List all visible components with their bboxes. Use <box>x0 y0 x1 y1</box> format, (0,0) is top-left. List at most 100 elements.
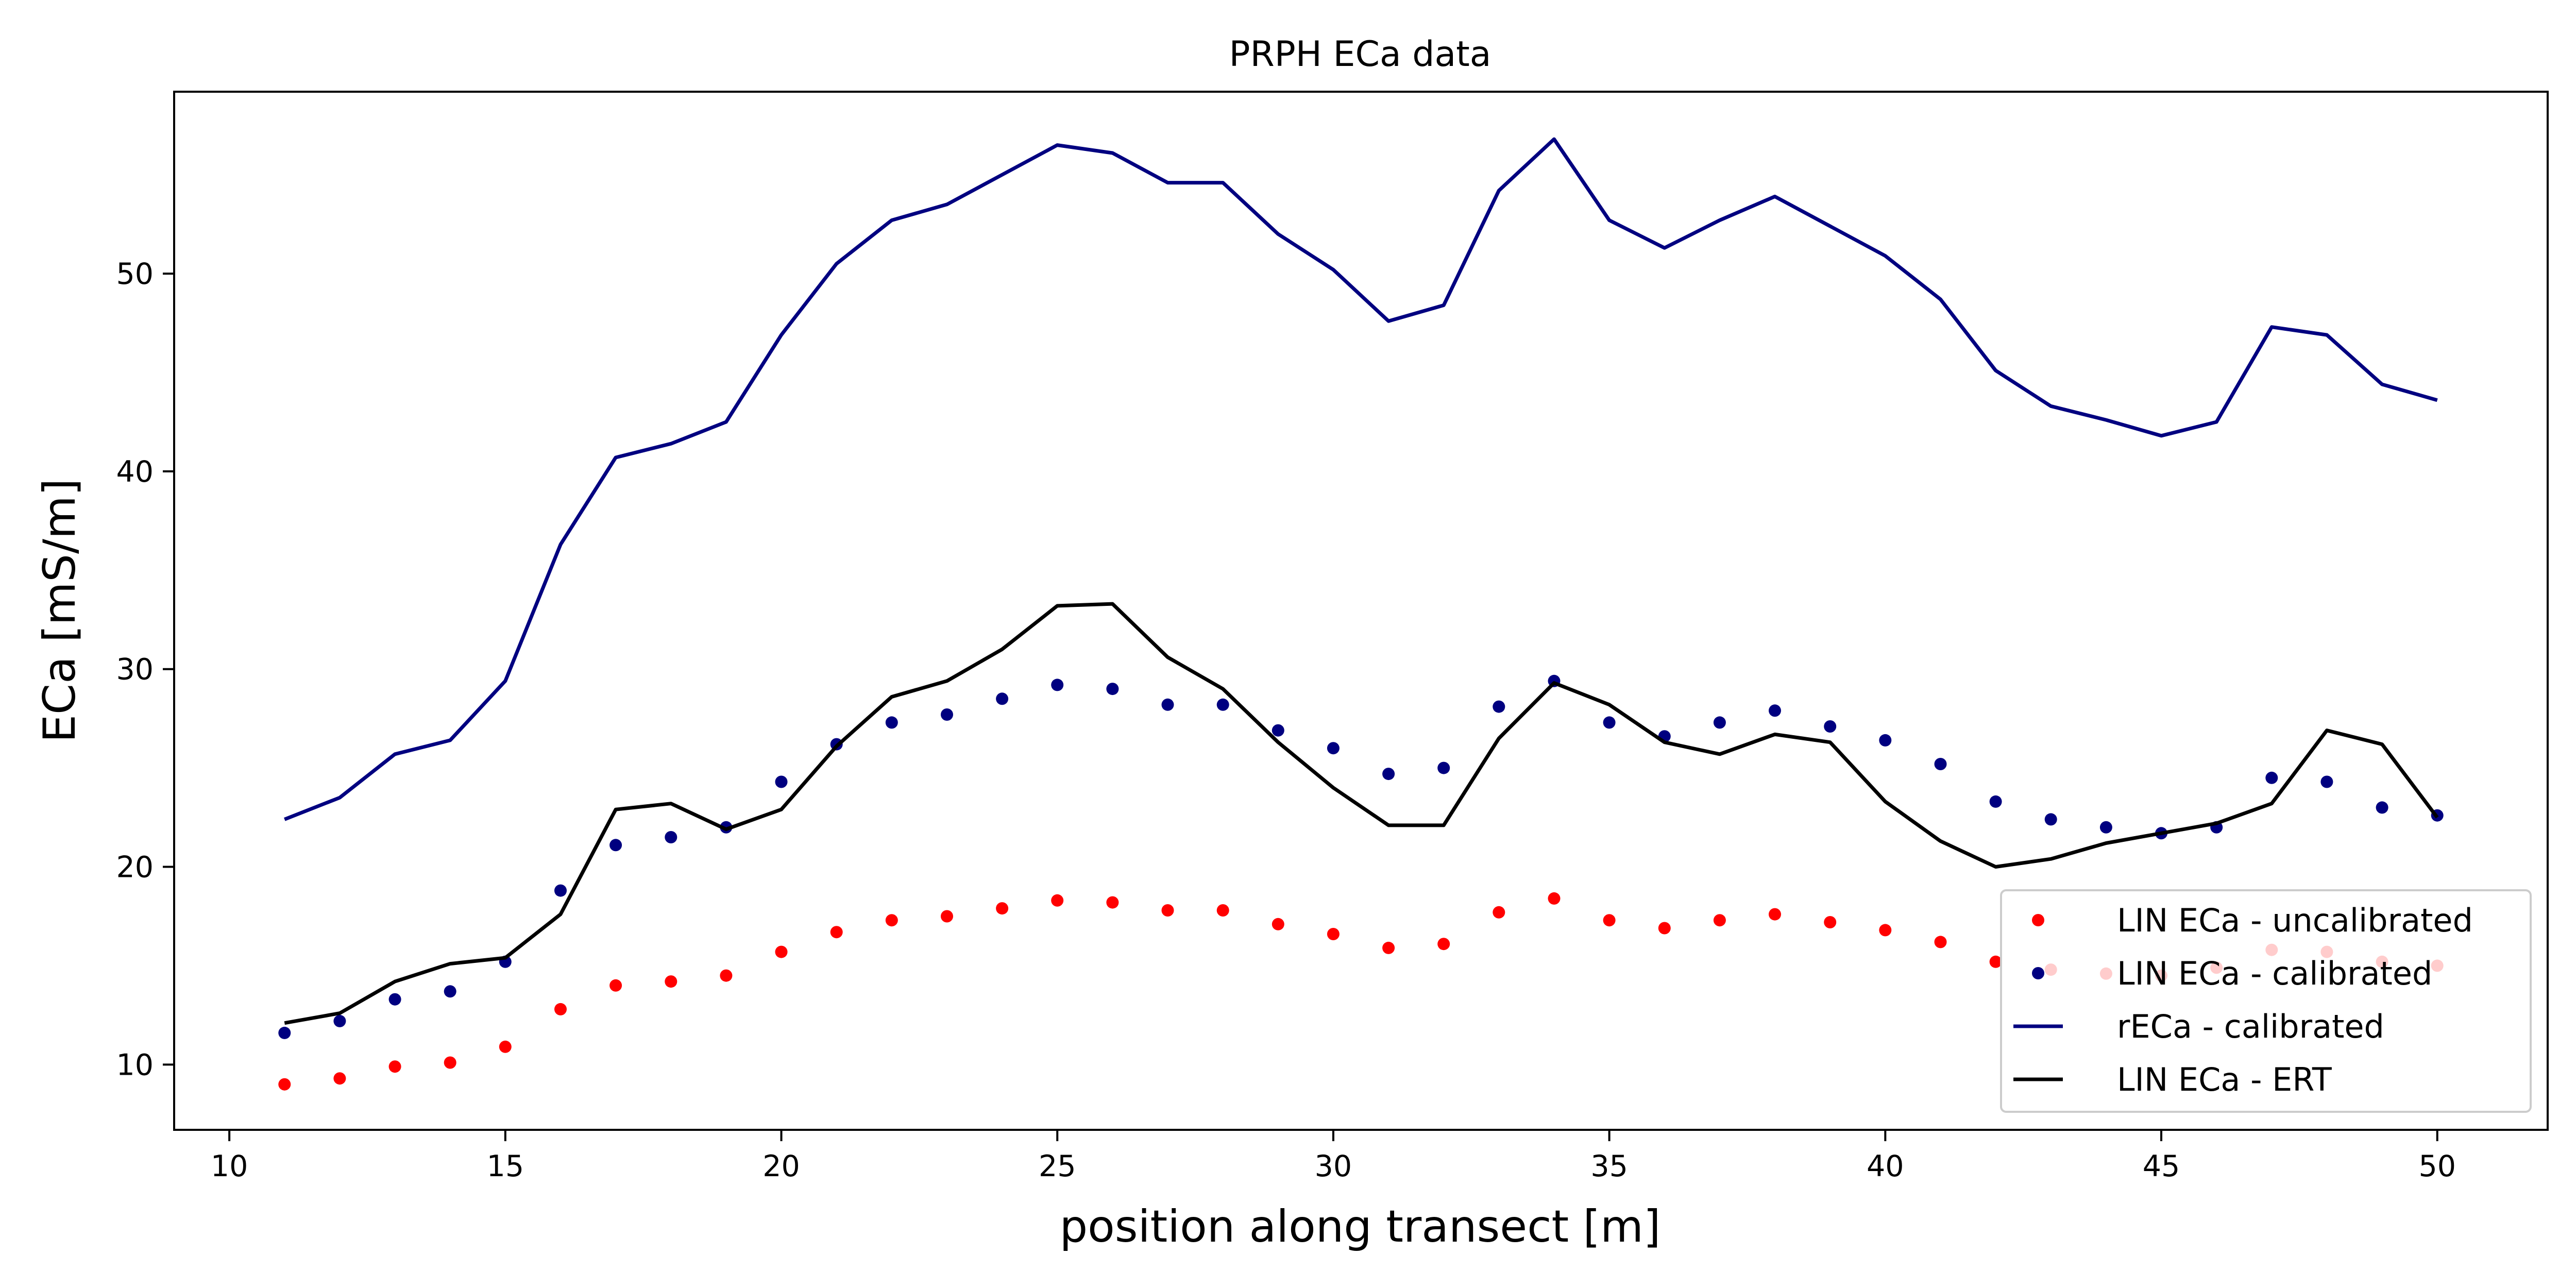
legend-label: LIN ECa - calibrated <box>2117 955 2432 992</box>
data-point <box>2099 821 2112 834</box>
data-point <box>830 926 843 939</box>
data-point <box>278 1078 291 1091</box>
plot-area <box>278 137 2444 1091</box>
data-point <box>1272 724 1284 737</box>
data-point <box>1493 700 1505 713</box>
data-point <box>2376 801 2388 814</box>
series-4 <box>284 602 2439 1025</box>
data-point <box>665 975 677 988</box>
legend-box <box>2000 889 2532 1113</box>
data-point <box>1989 795 2002 808</box>
series-3 <box>284 137 2438 821</box>
data-point <box>333 1072 346 1085</box>
data-point <box>941 910 953 923</box>
data-point <box>1769 704 1781 717</box>
y-tick-label: 10 <box>116 1048 154 1082</box>
data-point <box>1824 720 1837 733</box>
data-point <box>1216 698 1229 711</box>
x-tick-label: 50 <box>2418 1149 2456 1183</box>
data-point <box>1161 904 1174 917</box>
data-point <box>1713 914 1726 927</box>
data-point <box>1713 716 1726 729</box>
legend: LIN ECa - uncalibrated LIN ECa - calibrat… <box>2000 889 2532 1113</box>
data-point <box>499 1040 512 1053</box>
data-point <box>1216 904 1229 917</box>
data-point <box>1382 768 1395 781</box>
legend-entry: rECa - calibrated <box>2013 1008 2384 1045</box>
data-point <box>775 945 788 958</box>
data-point <box>1769 908 1781 921</box>
data-point <box>1161 698 1174 711</box>
data-point <box>1603 716 1616 729</box>
data-point <box>444 1056 456 1069</box>
data-point <box>609 979 622 992</box>
x-tick-label: 30 <box>1315 1149 1352 1183</box>
y-tick-label: 40 <box>116 455 154 489</box>
series-2 <box>278 674 2444 1039</box>
x-tick-label: 20 <box>762 1149 800 1183</box>
series-line <box>284 137 2438 821</box>
data-point <box>388 993 401 1006</box>
data-point <box>1824 916 1837 928</box>
data-point <box>554 884 567 897</box>
data-point <box>1106 683 1119 696</box>
data-point <box>1106 896 1119 909</box>
data-point <box>1879 734 1892 747</box>
data-point <box>1382 941 1395 954</box>
data-point <box>609 839 622 852</box>
data-point <box>278 1026 291 1039</box>
data-point <box>1989 955 2002 968</box>
data-point <box>1658 922 1671 935</box>
x-tick-label: 10 <box>211 1149 248 1183</box>
legend-entry: LIN ECa - ERT <box>2013 1061 2332 1098</box>
data-point <box>1934 936 1947 948</box>
chart-title: PRPH ECa data <box>1229 34 1492 75</box>
data-point <box>1051 679 1064 691</box>
data-point <box>1272 918 1284 930</box>
data-point <box>1879 924 1892 937</box>
data-point <box>775 775 788 788</box>
data-point <box>720 969 733 982</box>
data-point <box>444 985 456 998</box>
y-tick-label: 20 <box>116 851 154 885</box>
data-point <box>941 708 953 721</box>
data-point <box>2044 813 2057 826</box>
data-point <box>996 692 1009 705</box>
plot-frame <box>173 91 2549 1131</box>
legend-swatch <box>2032 914 2044 926</box>
data-point <box>1327 928 1340 940</box>
data-point <box>1437 761 1450 774</box>
data-point <box>1603 914 1616 927</box>
data-point <box>1327 742 1340 755</box>
y-tick-label: 50 <box>116 257 154 291</box>
legend-entry: LIN ECa - uncalibrated <box>2032 902 2473 939</box>
data-point <box>1548 892 1561 905</box>
x-axis-label: position along transect [m] <box>1060 1201 1661 1252</box>
data-point <box>1934 758 1947 770</box>
legend-swatch <box>2032 967 2044 979</box>
data-point <box>2320 775 2333 788</box>
data-point <box>1437 938 1450 951</box>
data-point <box>388 1060 401 1073</box>
x-tick-label: 25 <box>1039 1149 1076 1183</box>
axes: 10 15 20 25 30 35 40 45 50 10 20 30 40 50 <box>116 91 2549 1183</box>
data-point <box>1493 906 1505 919</box>
x-tick-label: 35 <box>1590 1149 1628 1183</box>
y-axis-label: ECa [mS/m] <box>34 479 86 743</box>
legend-label: rECa - calibrated <box>2117 1008 2384 1045</box>
data-point <box>2265 771 2278 784</box>
data-point <box>1051 894 1064 907</box>
x-tick-label: 40 <box>1867 1149 1904 1183</box>
x-tick-label: 15 <box>487 1149 524 1183</box>
data-point <box>885 914 898 927</box>
legend-label: LIN ECa - uncalibrated <box>2117 902 2473 939</box>
y-tick-label: 30 <box>116 653 154 687</box>
data-point <box>996 902 1009 915</box>
data-point <box>885 716 898 729</box>
x-tick-label: 45 <box>2143 1149 2180 1183</box>
series-line <box>284 602 2439 1025</box>
legend-label: LIN ECa - ERT <box>2117 1061 2332 1098</box>
data-point <box>333 1014 346 1027</box>
data-point <box>665 831 677 843</box>
